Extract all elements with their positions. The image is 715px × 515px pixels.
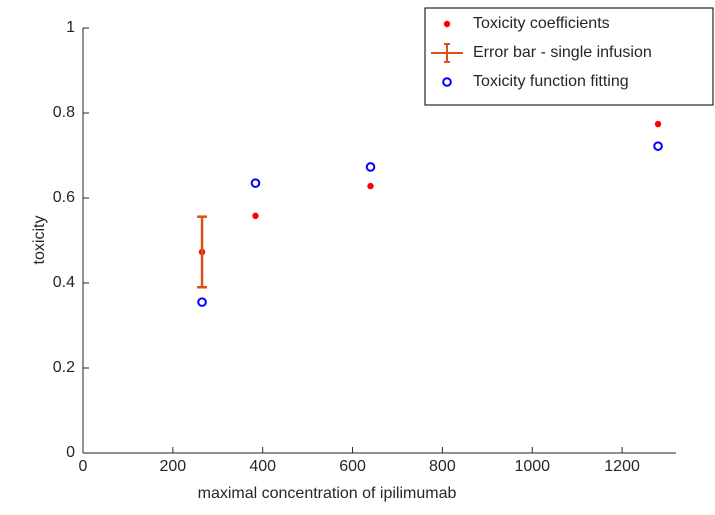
y-tick-label: 0: [66, 444, 75, 461]
x-tick-label: 1200: [604, 458, 640, 475]
y-tick-label: 0.8: [53, 104, 75, 121]
point: [367, 182, 374, 190]
legend-swatch: [442, 77, 452, 87]
x-tick-label: 600: [339, 458, 366, 475]
legend-label: Toxicity function fitting: [473, 73, 629, 90]
y-axis-label: toxicity: [31, 216, 48, 265]
x-tick-label: 0: [79, 458, 88, 475]
point: [252, 212, 259, 220]
legend-swatch: [443, 20, 451, 28]
point: [653, 141, 663, 151]
point: [197, 297, 207, 307]
legend-box: [424, 7, 714, 106]
x-tick-label: 200: [159, 458, 186, 475]
y-tick-label: 0.2: [53, 359, 75, 376]
legend-label: Toxicity coefficients: [473, 15, 610, 32]
y-tick-label: 0.6: [53, 189, 75, 206]
x-tick-label: 1000: [514, 458, 550, 475]
point: [365, 162, 376, 172]
point: [250, 178, 261, 188]
legend-label: Error bar - single infusion: [473, 44, 652, 61]
y-tick-label: 1: [66, 19, 75, 36]
point: [654, 120, 662, 128]
x-tick-label: 800: [429, 458, 456, 475]
x-axis-label: maximal concentration of ipilimumab: [198, 485, 457, 502]
x-tick-label: 400: [249, 458, 276, 475]
y-tick-label: 0.4: [53, 274, 75, 291]
error-bar: [197, 215, 208, 289]
